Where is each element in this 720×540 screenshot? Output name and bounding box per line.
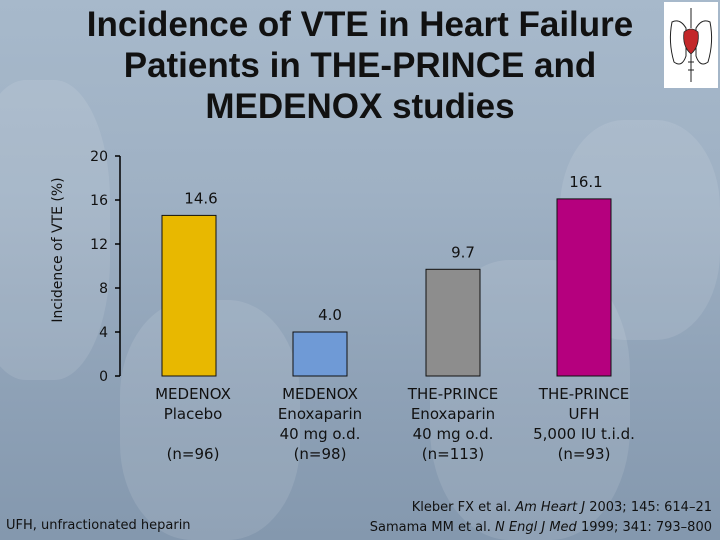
bar (425, 268, 481, 377)
bar (161, 214, 217, 377)
y-tick-label: 16 (90, 193, 108, 209)
references: Kleber FX et al. Am Heart J 2003; 145: 6… (370, 498, 712, 538)
x-category-line: Enoxaparin (277, 405, 363, 423)
footnote: UFH, unfractionated heparin (6, 518, 191, 533)
reference-citation: 1999; 341: 793–800 (580, 520, 712, 535)
reference-line: Samama MM et al. N Engl J Med 1999; 341:… (370, 518, 712, 538)
x-category-line: UFH (568, 405, 600, 423)
x-category-line: 5,000 IU t.i.d. (533, 425, 635, 443)
heart-lungs-logo (664, 2, 718, 88)
x-category-label: THE-PRINCE UFH 5,000 IU t.i.d. (n=93) (514, 384, 654, 464)
reference-citation: 2003; 145: 614–21 (589, 500, 712, 515)
y-tick-label: 8 (99, 281, 108, 297)
y-tick-label: 0 (99, 369, 108, 385)
x-category-line: (n=93) (557, 445, 611, 463)
y-tick-label: 12 (90, 237, 108, 253)
reference-authors: Kleber FX et al. (411, 500, 512, 515)
x-category-label: MEDENOX Enoxaparin 40 mg o.d. (n=98) (250, 384, 390, 464)
reference-line: Kleber FX et al. Am Heart J 2003; 145: 6… (370, 498, 712, 518)
x-category-line (123, 424, 263, 444)
reference-journal: Am Heart J (515, 500, 586, 515)
bar (556, 198, 612, 377)
x-category-line: Placebo (163, 405, 223, 423)
bar (292, 331, 348, 377)
background-shape (0, 80, 110, 380)
reference-journal: N Engl J Med (495, 520, 577, 535)
x-category-line: THE-PRINCE (538, 385, 630, 403)
y-tick-label: 4 (99, 325, 108, 341)
x-category-label: THE-PRINCE Enoxaparin 40 mg o.d. (n=113) (383, 384, 523, 464)
x-category-line: 40 mg o.d. (412, 425, 494, 443)
x-category-line: MEDENOX (155, 385, 231, 403)
x-category-label: MEDENOX Placebo (n=96) (123, 384, 263, 464)
data-label: 14.6 (184, 189, 217, 207)
data-label: 4.0 (318, 306, 342, 324)
slide-title: Incidence of VTE in Heart Failure Patien… (86, 5, 634, 126)
x-category-line: THE-PRINCE (407, 385, 499, 403)
x-category-line: (n=98) (293, 445, 347, 463)
x-category-line: MEDENOX (282, 385, 358, 403)
data-label: 9.7 (451, 243, 475, 261)
x-category-line: (n=113) (421, 445, 485, 463)
y-tick-label: 20 (90, 149, 108, 165)
x-category-line: 40 mg o.d. (279, 425, 361, 443)
data-label: 16.1 (569, 173, 602, 191)
x-category-line: (n=96) (166, 445, 220, 463)
x-category-line: Enoxaparin (410, 405, 496, 423)
reference-authors: Samama MM et al. (369, 520, 491, 535)
